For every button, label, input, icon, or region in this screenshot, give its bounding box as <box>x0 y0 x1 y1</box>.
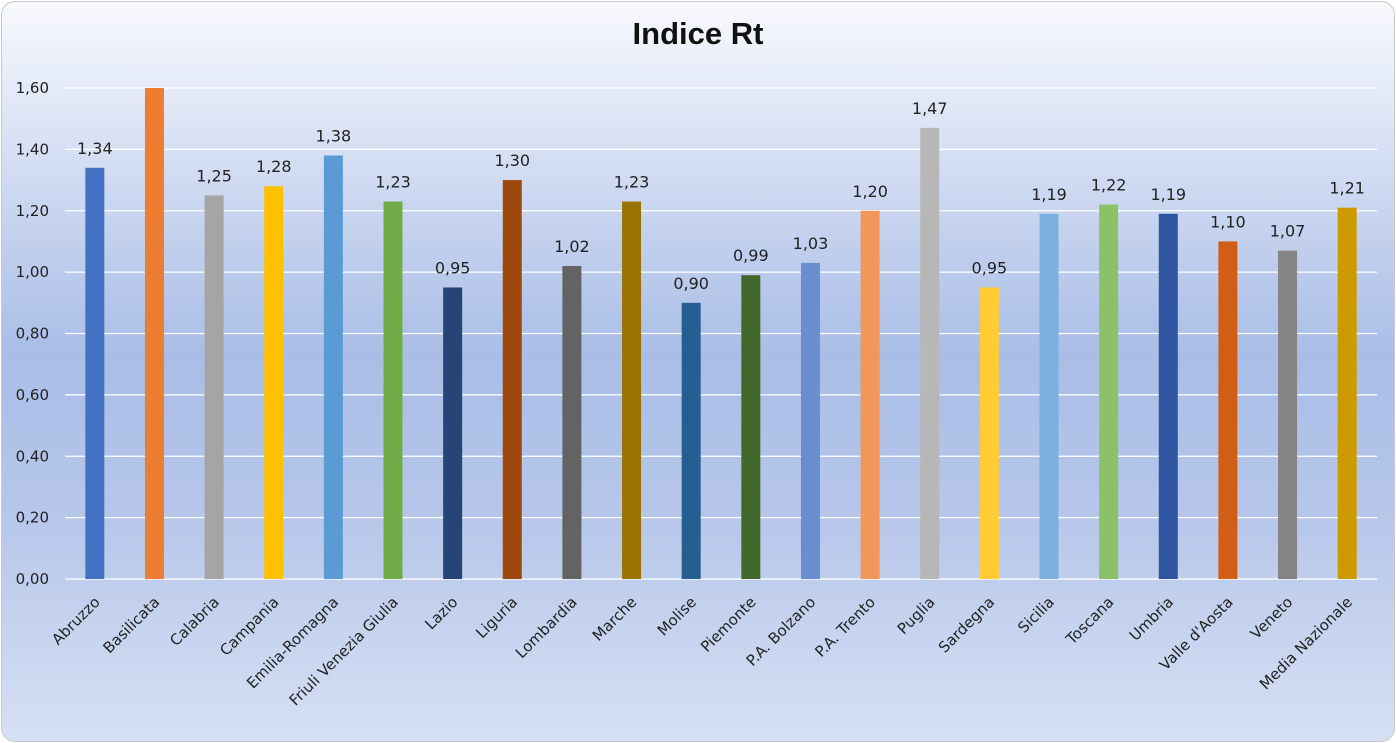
data-label: 1,02 <box>554 237 590 256</box>
data-label: 1,19 <box>1150 185 1186 204</box>
bar <box>383 201 403 579</box>
x-tick-label: Marche <box>589 593 641 645</box>
x-tick-label: Molise <box>654 593 700 639</box>
bar <box>1278 250 1298 580</box>
data-label: 0,95 <box>435 258 471 277</box>
x-tick-label: Umbria <box>1126 593 1177 644</box>
x-tick-label: Veneto <box>1247 593 1297 643</box>
bar <box>741 275 761 579</box>
data-label: 1,34 <box>77 139 113 158</box>
x-tick-label: Puglia <box>894 593 939 638</box>
data-label: 0,95 <box>972 258 1008 277</box>
y-tick-label: 0,20 <box>16 509 49 527</box>
y-tick-label: 0,80 <box>16 325 49 343</box>
bar <box>562 265 582 579</box>
y-tick-label: 1,20 <box>16 202 49 220</box>
y-tick-label: 0,40 <box>16 447 49 465</box>
bar <box>1158 213 1178 579</box>
data-label: 1,28 <box>256 157 292 176</box>
y-tick-label: 1,00 <box>16 263 49 281</box>
data-label: 1,20 <box>852 182 888 201</box>
x-tick-label: Sicilia <box>1014 593 1058 637</box>
x-tick-label: Calabria <box>166 593 223 650</box>
data-label: 0,90 <box>673 274 709 293</box>
bar <box>622 201 642 579</box>
bar <box>264 186 284 579</box>
bar <box>502 180 522 579</box>
data-label: 1,25 <box>196 166 232 185</box>
bar <box>920 127 940 580</box>
bar <box>800 262 820 579</box>
chart-title: Indice Rt <box>632 16 764 51</box>
x-tick-label: Sardegna <box>935 593 998 656</box>
bar <box>144 88 164 579</box>
data-label: 1,10 <box>1210 212 1246 231</box>
data-label: 1,38 <box>316 127 352 146</box>
x-tick-label: Piemonte <box>697 593 760 656</box>
x-tick-label: Basilicata <box>99 593 163 657</box>
x-tick-label: Liguria <box>472 593 521 642</box>
data-label: 1,23 <box>614 173 650 192</box>
bar <box>85 167 105 579</box>
bar <box>204 195 224 579</box>
x-tick-label: Lombardia <box>512 593 581 662</box>
bar <box>979 287 999 579</box>
y-tick-label: 1,40 <box>16 140 49 158</box>
x-tick-label: P.A. Trento <box>811 593 879 661</box>
data-label: 1,19 <box>1031 185 1067 204</box>
bar <box>1039 213 1059 579</box>
data-label: 1,47 <box>912 99 948 118</box>
y-tick-label: 1,60 <box>16 79 49 97</box>
data-label: 1,07 <box>1270 222 1306 241</box>
bar <box>1218 241 1238 579</box>
bar <box>1099 204 1119 580</box>
bar <box>1337 207 1357 579</box>
data-label: 1,03 <box>793 234 829 253</box>
data-label: 0,99 <box>733 246 769 265</box>
bar <box>323 155 343 579</box>
y-tick-label: 0,60 <box>16 386 49 404</box>
y-tick-label: 0,00 <box>16 570 49 588</box>
x-tick-label: Lazio <box>421 593 461 633</box>
bar <box>443 287 463 579</box>
bar <box>860 210 880 579</box>
x-tick-label: Abruzzo <box>48 593 103 648</box>
data-label: 1,23 <box>375 173 411 192</box>
data-label: 1,21 <box>1329 179 1365 198</box>
x-tick-label: Toscana <box>1062 593 1118 649</box>
data-label: 1,22 <box>1091 176 1127 195</box>
data-label: 1,30 <box>494 151 530 170</box>
bar <box>681 302 701 579</box>
x-tick-label: Friuli Venezia Giulia <box>286 593 402 709</box>
